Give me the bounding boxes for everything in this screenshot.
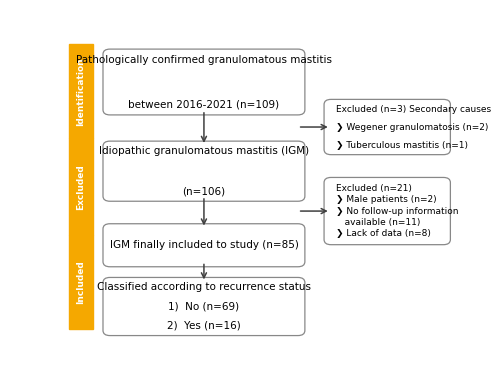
Text: Identification: Identification (76, 57, 86, 126)
FancyBboxPatch shape (70, 235, 92, 329)
Text: (n=106): (n=106) (182, 186, 226, 196)
Text: Included: Included (76, 260, 86, 304)
FancyBboxPatch shape (324, 178, 450, 245)
FancyBboxPatch shape (103, 49, 305, 115)
Text: 2)  Yes (n=16): 2) Yes (n=16) (167, 321, 241, 331)
Text: IGM finally included to study (n=85): IGM finally included to study (n=85) (110, 240, 298, 250)
Text: ❯ Lack of data (n=8): ❯ Lack of data (n=8) (336, 229, 430, 238)
FancyBboxPatch shape (70, 44, 92, 138)
Text: 1)  No (n=69): 1) No (n=69) (168, 302, 240, 312)
Text: ❯ No follow-up information: ❯ No follow-up information (336, 206, 458, 216)
Text: Classified according to recurrence status: Classified according to recurrence statu… (97, 282, 311, 292)
Text: ❯ Tuberculous mastitis (n=1): ❯ Tuberculous mastitis (n=1) (336, 141, 468, 149)
Text: Pathologically confirmed granulomatous mastitis: Pathologically confirmed granulomatous m… (76, 55, 332, 65)
Text: ❯ Male patients (n=2): ❯ Male patients (n=2) (336, 195, 436, 204)
FancyBboxPatch shape (103, 224, 305, 267)
FancyBboxPatch shape (70, 138, 92, 235)
Text: Excluded: Excluded (76, 164, 86, 210)
Text: Excluded (n=3) Secondary causes: Excluded (n=3) Secondary causes (336, 104, 491, 114)
FancyBboxPatch shape (103, 278, 305, 336)
Text: Idiopathic granulomatous mastitis (IGM): Idiopathic granulomatous mastitis (IGM) (99, 146, 309, 156)
Text: between 2016-2021 (n=109): between 2016-2021 (n=109) (128, 99, 280, 109)
FancyBboxPatch shape (103, 141, 305, 201)
Text: Excluded (n=21): Excluded (n=21) (336, 184, 411, 193)
FancyBboxPatch shape (324, 100, 450, 155)
Text: ❯ Wegener granulomatosis (n=2): ❯ Wegener granulomatosis (n=2) (336, 122, 488, 131)
Text: available (n=11): available (n=11) (336, 218, 420, 227)
